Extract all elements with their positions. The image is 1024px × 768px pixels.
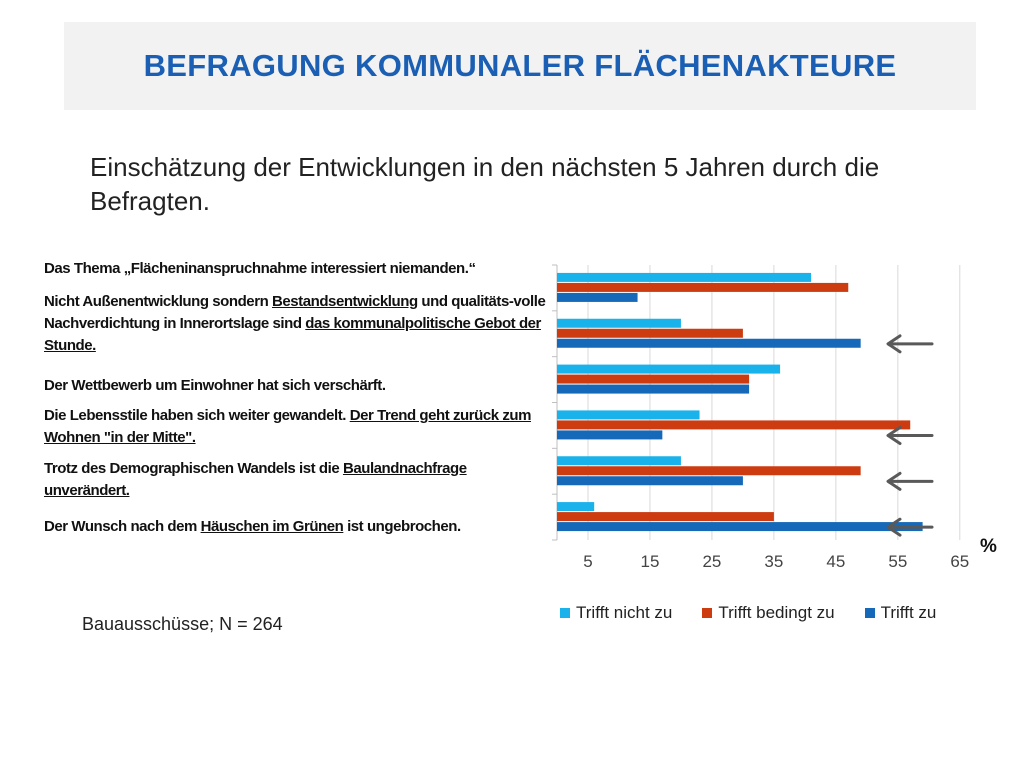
statement-label: Der Wettbewerb um Einwohner hat sich ver… <box>44 375 549 397</box>
bar <box>557 420 911 430</box>
statement-emphasis: das kommunalpolitische Gebot der Stunde. <box>44 315 541 354</box>
statement-text: Das Thema „Flächeninanspruchnahme intere… <box>44 260 476 277</box>
bar <box>557 374 750 384</box>
statement-label: Nicht Außenentwicklung sondern Bestandse… <box>44 291 549 357</box>
percent-unit-label: % <box>980 536 997 557</box>
x-tick-label: 25 <box>702 552 721 571</box>
page-title: BEFRAGUNG KOMMUNALER FLÄCHENAKTEURE <box>143 48 897 83</box>
arrow-icon <box>886 471 934 491</box>
statement-emphasis: Der Trend geht zurück zum Wohnen "in der… <box>44 407 531 446</box>
legend-label: Trifft nicht zu <box>576 603 673 622</box>
legend-swatch <box>702 608 713 618</box>
legend-item: Trifft bedingt zu <box>702 603 835 623</box>
bar <box>557 410 700 420</box>
bar <box>557 456 681 466</box>
legend-label: Trifft bedingt zu <box>718 603 835 622</box>
bar <box>557 502 595 512</box>
legend-label: Trifft zu <box>880 603 937 622</box>
bar <box>557 364 781 374</box>
x-tick-label: 5 <box>583 552 592 571</box>
statement-emphasis: Bestandsentwicklung <box>272 293 418 310</box>
statement-text: Der Wunsch nach dem <box>44 518 201 535</box>
chart-legend: Trifft nicht zu Trifft bedingt zu Trifft z… <box>560 603 936 623</box>
bar <box>557 466 861 476</box>
x-tick-label: 65 <box>950 552 969 571</box>
bar <box>557 272 812 282</box>
statement-text: Die Lebensstile haben sich weiter gewand… <box>44 407 350 424</box>
source-note: Bauausschüsse; N = 264 <box>82 614 283 634</box>
statement-text: Trotz des Demographischen Wandels ist di… <box>44 460 343 477</box>
subtitle: Einschätzung der Entwicklungen in den nä… <box>90 152 880 216</box>
x-tick-label: 15 <box>640 552 659 571</box>
statement-text: Nicht Außenentwicklung sondern <box>44 293 273 310</box>
legend-swatch <box>560 608 570 618</box>
bar <box>557 384 750 394</box>
statement-label: Trotz des Demographischen Wandels ist di… <box>44 458 549 502</box>
statement-label: Die Lebensstile haben sich weiter gewand… <box>44 405 549 449</box>
statement-emphasis: Häuschen im Grünen <box>200 518 344 535</box>
bar <box>557 318 681 328</box>
legend-swatch <box>864 608 875 618</box>
bar <box>557 338 861 348</box>
bar <box>557 430 663 440</box>
bar <box>557 476 743 486</box>
legend-item: Trifft zu <box>864 603 937 623</box>
bar <box>557 328 743 338</box>
legend-item: Trifft nicht zu <box>560 603 672 623</box>
statement-label: Das Thema „Flächeninanspruchnahme intere… <box>44 258 549 280</box>
bar <box>557 282 849 292</box>
x-tick-label: 55 <box>888 552 907 571</box>
arrow-icon <box>886 334 934 354</box>
title-banner: BEFRAGUNG KOMMUNALER FLÄCHENAKTEURE <box>64 22 976 110</box>
statement-emphasis: Baulandnachfrage unverändert. <box>44 460 467 499</box>
statement-text: und qualitäts-volle Nachverdichtung in I… <box>44 293 546 332</box>
statement-text: Der Wettbewerb um Einwohner hat sich ver… <box>44 377 386 394</box>
arrow-icon <box>886 517 934 537</box>
statement-label: Der Wunsch nach dem Häuschen im Grünen i… <box>44 516 549 538</box>
statement-text: ist ungebrochen. <box>343 518 461 535</box>
arrow-icon <box>886 426 934 445</box>
bar <box>557 522 923 532</box>
bar <box>557 292 638 302</box>
x-tick-label: 45 <box>826 552 845 571</box>
bar <box>557 512 774 522</box>
x-tick-label: 35 <box>764 552 783 571</box>
